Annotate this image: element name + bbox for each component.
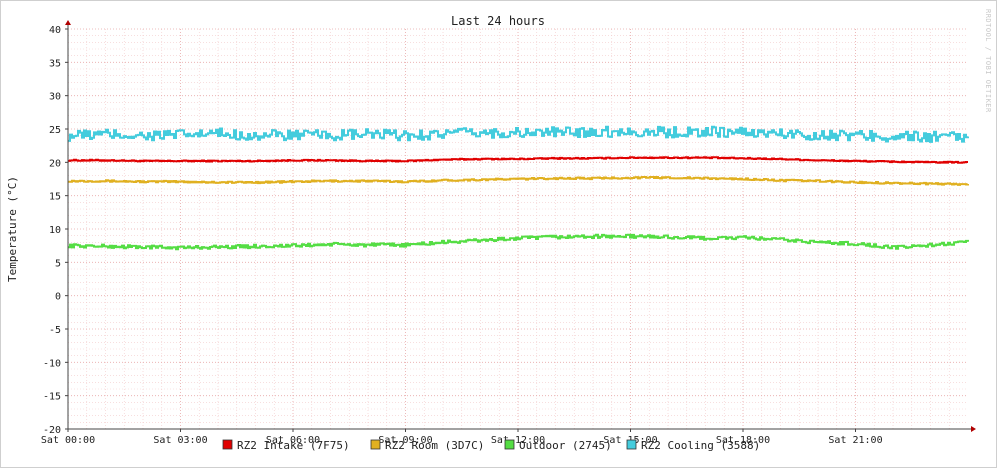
legend-label: RZ2 Room (3D7C) xyxy=(385,439,484,452)
axes: -20 -15 -10 -5 0 5 10 15 20 25 30 35 40 Sat 00:00 Sat … xyxy=(41,20,976,446)
x-tick-label: Sat 06:00 xyxy=(266,435,320,446)
x-tick-label: Sat 00:00 xyxy=(41,435,95,446)
x-tick-label: Sat 03:00 xyxy=(153,435,207,446)
y-tick-label: 10 xyxy=(49,225,61,236)
legend: RZ2 Intake (7F75) RZ2 Room (3D7C) Outdoor … xyxy=(222,439,760,452)
y-tick-label: 35 xyxy=(49,58,61,69)
y-tick-label: -20 xyxy=(43,425,61,436)
series-line xyxy=(68,176,969,186)
x-tick-label: Sat 09:00 xyxy=(378,435,432,446)
legend-label: RZ2 Cooling (3588) xyxy=(641,439,760,452)
legend-swatch xyxy=(504,439,515,450)
y-tick-label: 15 xyxy=(49,192,61,203)
y-axis-title: Temperature (°C) xyxy=(6,176,19,282)
legend-swatch xyxy=(626,439,637,450)
chart-title: Last 24 hours xyxy=(451,14,545,28)
series-lines xyxy=(68,125,969,251)
y-tick-label: -10 xyxy=(43,358,61,369)
grid xyxy=(67,28,968,430)
series-line xyxy=(68,156,968,164)
x-tick-label: Sat 18:00 xyxy=(716,435,770,446)
legend-swatch xyxy=(222,439,233,450)
x-axis-arrow xyxy=(971,426,976,432)
y-axis-arrow xyxy=(65,20,71,25)
y-tick-label: 30 xyxy=(49,92,61,103)
series-line xyxy=(68,233,969,251)
y-tick-label: 5 xyxy=(55,258,61,269)
y-tick-label: 25 xyxy=(49,125,61,136)
legend-label: RZ2 Intake (7F75) xyxy=(237,439,350,452)
rrdtool-watermark: RRDTOOL / TOBI OETIKER xyxy=(984,9,992,113)
y-tick-label: 0 xyxy=(55,292,61,303)
series-line xyxy=(68,125,969,143)
y-tick-label: -5 xyxy=(49,325,61,336)
x-tick-label: Sat 12:00 xyxy=(491,435,545,446)
legend-swatch xyxy=(370,439,381,450)
legend-label: Outdoor (2745) xyxy=(519,439,612,452)
y-tick-label: 20 xyxy=(49,158,61,169)
x-tick-label: Sat 21:00 xyxy=(828,435,882,446)
y-tick-label: 40 xyxy=(49,25,61,36)
y-tick-label: -15 xyxy=(43,392,61,403)
